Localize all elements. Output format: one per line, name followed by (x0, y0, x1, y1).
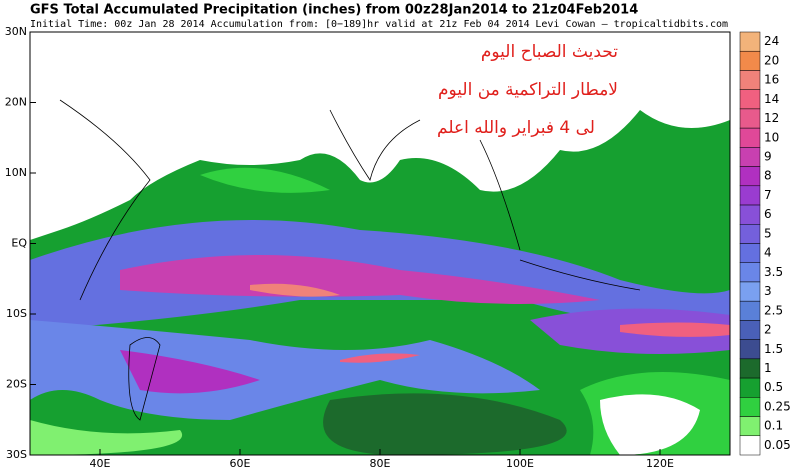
note-line: لامطار التراكمية من اليوم (438, 80, 618, 100)
lat-label: 20N (5, 96, 27, 109)
colorbar-swatch (739, 166, 761, 187)
colorbar-swatch (739, 185, 761, 206)
lon-label: 120E (646, 457, 674, 470)
colorbar-swatch (739, 204, 761, 225)
title: GFS Total Accumulated Precipitation (inc… (30, 3, 638, 18)
colorbar-label: 6 (764, 207, 772, 221)
colorbar-label: 7 (764, 188, 772, 202)
colorbar-swatch (739, 31, 761, 52)
colorbar-label: 9 (764, 149, 772, 163)
colorbar-swatch (739, 435, 761, 456)
colorbar-label: 14 (764, 92, 779, 106)
colorbar-label: 0.1 (764, 419, 783, 433)
colorbar-swatch (739, 397, 761, 417)
colorbar-label: 2.5 (764, 303, 783, 317)
colorbar-label: 5 (764, 226, 772, 240)
colorbar-swatch (739, 224, 761, 244)
lat-label: 10N (5, 166, 27, 179)
colorbar-swatch (739, 50, 761, 71)
colorbar-swatch (739, 70, 761, 90)
colorbar-label: 20 (764, 53, 779, 67)
colorbar-label: 8 (764, 169, 772, 183)
colorbar-label: 0.05 (764, 438, 791, 452)
colorbar-label: 24 (764, 34, 779, 48)
lon-label: 80E (370, 457, 391, 470)
colorbar-swatch (739, 127, 761, 148)
colorbar-label: 4 (764, 246, 772, 260)
colorbar-swatch (739, 358, 761, 379)
colorbar-label: 12 (764, 111, 779, 125)
colorbar-label: 3 (764, 284, 772, 298)
colorbar-label: 0.25 (764, 399, 791, 413)
colorbar-label: 2 (764, 323, 772, 337)
colorbar-swatch (739, 300, 761, 321)
note-line: تحديث الصباح اليوم (481, 42, 618, 62)
colorbar-swatch (739, 262, 761, 283)
lon-label: 100E (506, 457, 534, 470)
lat-label: 20S (6, 378, 27, 391)
colorbar-swatch (739, 339, 761, 360)
colorbar-swatch (739, 320, 761, 340)
lat-label: 10S (6, 307, 27, 320)
subtitle: Initial Time: 00z Jan 28 2014 Accumulati… (30, 19, 530, 30)
arabic-note: تحديث الصباح اليوم لامطار التراكمية من ا… (437, 42, 618, 138)
credit: Levi Cowan – tropicaltidbits.com (535, 19, 728, 30)
colorbar-swatch (739, 89, 761, 110)
colorbar-label: 16 (764, 73, 779, 87)
colorbar-label: 1.5 (764, 342, 783, 356)
colorbar-label: 10 (764, 130, 779, 144)
colorbar-swatch (739, 377, 761, 398)
lat-label: 30S (6, 448, 27, 461)
colorbar-label: 1 (764, 361, 772, 375)
colorbar-swatch (739, 108, 761, 129)
colorbar-swatch (739, 243, 761, 263)
colorbar-swatch (739, 147, 761, 167)
note-line: لى 4 فبراير والله اعلم (437, 118, 595, 138)
colorbar-label: 0.5 (764, 380, 783, 394)
lat-label: 30N (5, 25, 27, 38)
lon-label: 60E (230, 457, 251, 470)
colorbar-label: 3.5 (764, 265, 783, 279)
colorbar-swatch (739, 281, 761, 302)
precip-field (30, 32, 730, 455)
lon-label: 40E (90, 457, 111, 470)
lat-label: EQ (11, 237, 27, 250)
colorbar-swatch (739, 416, 761, 437)
